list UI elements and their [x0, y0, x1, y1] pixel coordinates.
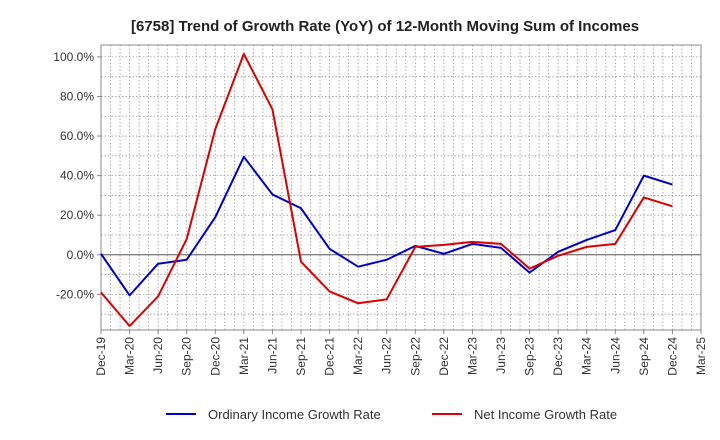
- chart-title: [6758] Trend of Growth Rate (YoY) of 12-…: [131, 18, 639, 35]
- x-tick-label: Mar-24: [580, 337, 594, 375]
- y-tick-label: 40.0%: [60, 169, 94, 183]
- y-tick-label: 0.0%: [67, 248, 95, 262]
- x-tick-label: Dec-20: [208, 337, 222, 376]
- series-line-1: [100, 155, 673, 297]
- x-tick-label: Jun-20: [151, 337, 165, 374]
- x-tick-label: Sep-22: [408, 337, 422, 376]
- plot-frame: [100, 44, 702, 331]
- legend-label: Ordinary Income Growth Rate: [208, 407, 381, 422]
- x-tick-label: Jun-21: [265, 337, 279, 374]
- x-tick-label: Mar-21: [237, 337, 251, 375]
- x-tick-label: Jun-23: [494, 337, 508, 374]
- x-tick-label: Dec-19: [94, 337, 108, 376]
- y-tick-label: -20.0%: [56, 287, 94, 301]
- x-tick-label: Jun-22: [380, 337, 394, 374]
- x-tick-label: Mar-23: [465, 337, 479, 375]
- y-tick-label: 60.0%: [60, 129, 94, 143]
- axes: 100.0% 80.0% 60.0% 40.0% 20.0% 0.0% -20.0% Dec-…: [53, 44, 708, 376]
- x-tick-label: Dec-23: [551, 337, 565, 376]
- legend: Ordinary Income Growth Rate Net Income Gr…: [166, 407, 617, 422]
- y-tick-label: 100.0%: [53, 50, 94, 64]
- series-lines: [100, 52, 673, 328]
- x-tick-label: Sep-20: [180, 337, 194, 376]
- x-tick-label: Mar-25: [694, 337, 708, 375]
- x-tick-label: Dec-22: [437, 337, 451, 376]
- series-line-2: [100, 52, 673, 328]
- x-tick-label: Jun-24: [608, 337, 622, 374]
- legend-label: Net Income Growth Rate: [474, 407, 617, 422]
- x-tick-label: Dec-24: [665, 337, 679, 376]
- x-tick-label: Sep-23: [523, 337, 537, 376]
- x-tick-label: Dec-21: [323, 337, 337, 376]
- x-tick-label: Sep-21: [294, 337, 308, 376]
- grid: [101, 45, 701, 330]
- x-tick-label: Sep-24: [637, 337, 651, 376]
- x-tick-label: Mar-22: [351, 337, 365, 375]
- y-tick-label: 20.0%: [60, 208, 94, 222]
- x-tick-label: Mar-20: [123, 337, 137, 375]
- y-tick-label: 80.0%: [60, 89, 94, 103]
